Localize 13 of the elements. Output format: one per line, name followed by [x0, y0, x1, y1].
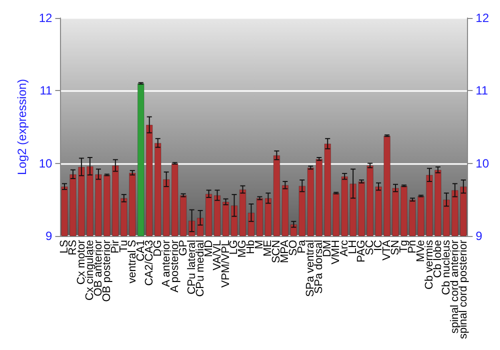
y2-tick-label: 11 [476, 84, 488, 98]
y-axis-title: Log2 (expression) [15, 78, 29, 176]
y-tick-label: 11 [40, 84, 53, 98]
y2-tick-label: 12 [476, 11, 490, 25]
x-tick-label: A posterior [168, 240, 181, 293]
y2-tick-label: 10 [476, 156, 490, 170]
y-tick-label: 9 [46, 228, 53, 243]
x-tick-label: OB posterior [100, 240, 113, 302]
y-tick-label: 12 [38, 11, 53, 25]
y-tick-label: 10 [38, 156, 53, 170]
x-tick-label: spinal cord posterior [457, 240, 470, 340]
x-tick-label: Tg [398, 240, 410, 253]
y2-tick-label: 9 [476, 228, 483, 243]
